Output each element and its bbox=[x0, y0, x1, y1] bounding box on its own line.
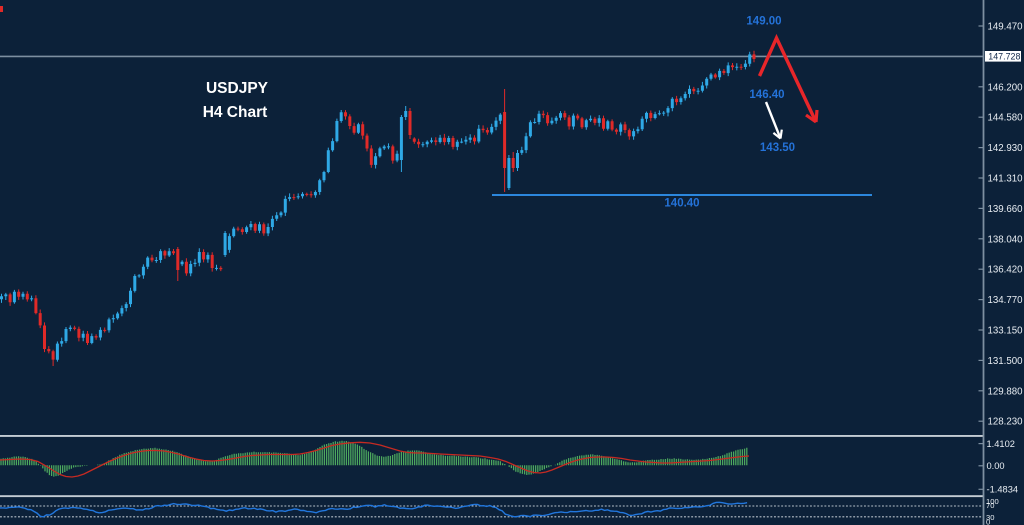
svg-text:100: 100 bbox=[986, 497, 999, 506]
svg-text:136.420: 136.420 bbox=[988, 265, 1024, 276]
svg-text:141.310: 141.310 bbox=[988, 174, 1024, 185]
svg-text:140.40: 140.40 bbox=[664, 198, 699, 210]
svg-text:142.930: 142.930 bbox=[988, 143, 1024, 154]
svg-text:USDJPY: USDJPY bbox=[206, 80, 269, 97]
svg-text:146.200: 146.200 bbox=[988, 82, 1024, 93]
svg-text:134.770: 134.770 bbox=[988, 295, 1024, 306]
svg-text:143.50: 143.50 bbox=[760, 142, 795, 154]
svg-text:139.660: 139.660 bbox=[988, 204, 1024, 215]
svg-text:144.580: 144.580 bbox=[988, 113, 1024, 124]
svg-text:30: 30 bbox=[986, 513, 994, 522]
svg-text:H4 Chart: H4 Chart bbox=[203, 104, 268, 121]
svg-text:138.040: 138.040 bbox=[988, 234, 1024, 245]
svg-text:149.00: 149.00 bbox=[746, 16, 781, 28]
svg-text:149.470: 149.470 bbox=[988, 22, 1024, 33]
svg-text:146.40: 146.40 bbox=[749, 89, 784, 101]
svg-text:-1.4834: -1.4834 bbox=[987, 485, 1019, 495]
svg-text:129.880: 129.880 bbox=[988, 386, 1024, 397]
svg-text:1.4102: 1.4102 bbox=[987, 439, 1015, 449]
svg-text:147.728: 147.728 bbox=[988, 51, 1020, 61]
svg-text:0: 0 bbox=[986, 517, 990, 525]
svg-text:131.500: 131.500 bbox=[988, 356, 1024, 367]
svg-text:0.00: 0.00 bbox=[987, 461, 1005, 471]
svg-text:133.150: 133.150 bbox=[988, 326, 1024, 337]
svg-text:70: 70 bbox=[986, 501, 994, 510]
svg-text:128.230: 128.230 bbox=[988, 417, 1024, 428]
